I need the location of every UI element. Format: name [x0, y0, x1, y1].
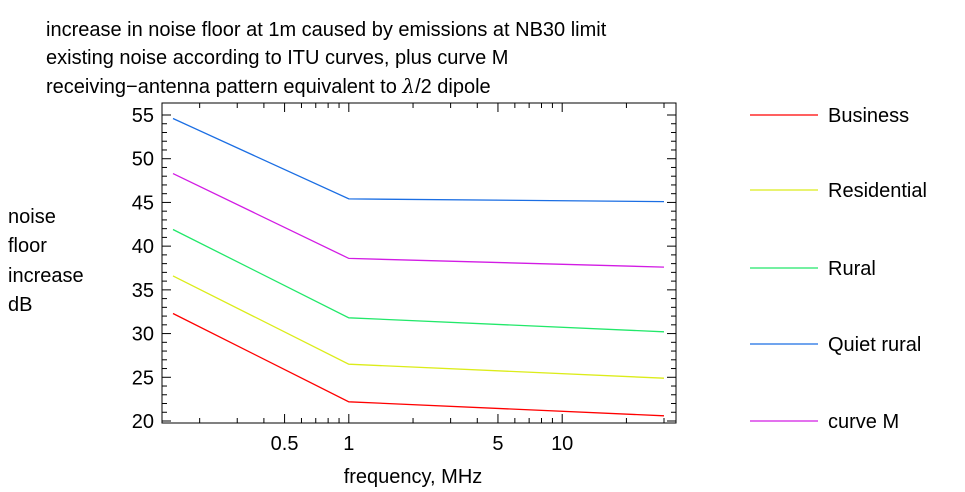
x-tick-label: 10 [551, 433, 573, 455]
y-tick-label: 40 [132, 236, 154, 258]
y-tick-label: 50 [132, 149, 154, 171]
y-tick-label: 30 [132, 324, 154, 346]
x-axis-label: frequency, MHz [344, 466, 483, 488]
plot-frame [161, 102, 677, 424]
legend: Business Residential Rural Quiet rural curve… [750, 105, 927, 433]
title-line-3-before: receiving−antenna pattern equivalent to [46, 76, 402, 98]
y-tick-label: 20 [132, 411, 154, 433]
x-tick-label: 5 [492, 433, 503, 455]
x-tick-label: 0.5 [271, 433, 299, 455]
y-tick-label: 45 [132, 192, 154, 214]
y-tick-label: 25 [132, 367, 154, 389]
legend-label-quiet-rural: Quiet rural [828, 334, 921, 356]
series-line-rural [172, 228, 665, 333]
legend-label-residential: Residential [828, 180, 927, 202]
ylabel-line-2: floor [8, 235, 47, 257]
chart-title: increase in noise floor at 1m caused by … [46, 19, 607, 98]
legend-label-curve-m: curve M [828, 411, 899, 433]
y-tick-label: 55 [132, 105, 154, 127]
y-axis-label: noise floor increase dB [8, 206, 84, 316]
title-line-3-symbol: λ [401, 74, 415, 98]
legend-label-rural: Rural [828, 258, 876, 280]
axis-ticks: 20 25 30 35 40 45 50 55 0.5 1 5 10 [132, 103, 676, 455]
x-tick-label: 1 [343, 433, 354, 455]
title-line-1: increase in noise floor at 1m caused by … [46, 19, 607, 41]
series-lines [172, 117, 665, 417]
title-line-3-after: /2 dipole [415, 76, 491, 98]
y-tick-label: 35 [132, 280, 154, 302]
title-line-2: existing noise according to ITU curves, … [46, 47, 508, 69]
series-line-curve-m [172, 173, 665, 268]
series-line-quiet-rural [172, 117, 665, 203]
ylabel-line-3: increase [8, 265, 84, 287]
title-line-3: receiving−antenna pattern equivalent to … [46, 74, 491, 98]
ylabel-line-1: noise [8, 206, 56, 228]
series-line-residential [172, 275, 665, 379]
legend-label-business: Business [828, 105, 909, 127]
ylabel-line-4: dB [8, 294, 32, 316]
series-line-business [172, 312, 665, 417]
